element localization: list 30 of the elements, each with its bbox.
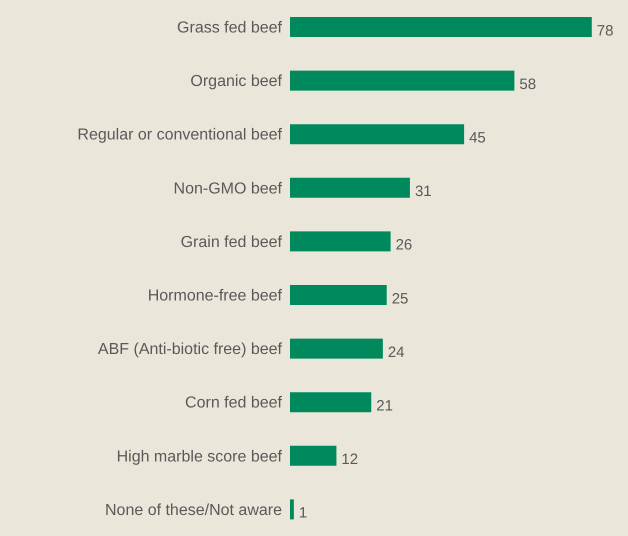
y-tick-label: Hormone-free beef: [148, 287, 283, 304]
data-label: 24: [388, 344, 405, 361]
bar: [290, 70, 514, 91]
bar: [290, 446, 336, 466]
bar: [290, 392, 372, 412]
y-tick-label: Organic beef: [190, 73, 283, 90]
bar: [290, 231, 391, 252]
data-label: 78: [596, 22, 614, 40]
y-tick-label: Corn fed beef: [185, 394, 283, 412]
bar: [290, 499, 294, 520]
bar: [290, 178, 410, 198]
data-label: 25: [392, 290, 408, 308]
y-tick-label: ABF (Anti-biotic free) beef: [98, 341, 283, 358]
data-label: 21: [376, 398, 393, 415]
bar: [290, 17, 592, 37]
bar: [290, 124, 464, 144]
data-label: 1: [298, 504, 308, 522]
y-tick-label: Grain fed beef: [180, 234, 283, 251]
data-label: 12: [341, 451, 358, 468]
data-label: 45: [469, 130, 486, 147]
y-tick-label: None of these/Not aware: [105, 502, 282, 519]
data-label: 31: [414, 183, 432, 200]
data-label: 26: [396, 236, 412, 254]
bar: [290, 338, 383, 359]
data-label: 58: [519, 76, 536, 93]
y-tick-label: Grass fed beef: [177, 19, 283, 36]
y-tick-label: High marble score beef: [116, 448, 283, 466]
y-tick-label: Regular or conventional beef: [77, 126, 283, 144]
bar: [290, 285, 387, 305]
y-tick-label: Non-GMO beef: [174, 180, 283, 198]
